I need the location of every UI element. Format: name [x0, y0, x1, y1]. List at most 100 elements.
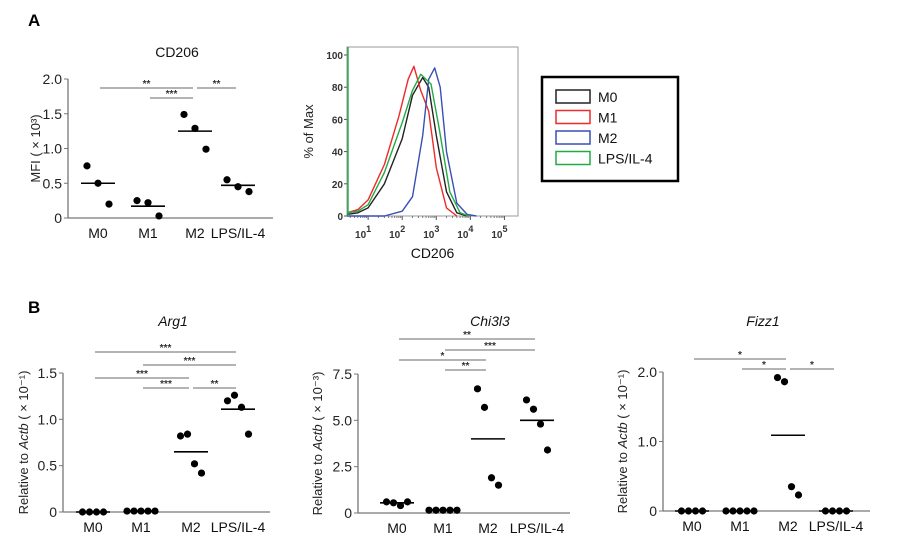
data-point [176, 432, 185, 440]
legend-swatch [555, 89, 591, 104]
panel-label-a: A [28, 11, 40, 30]
y-tick-label: 1.5 [38, 365, 58, 381]
data-point [230, 391, 239, 399]
data-point [244, 430, 253, 438]
data-point [223, 397, 232, 405]
x-tick-label: LPS/IL-4 [211, 225, 266, 241]
x-tick-label: M2 [778, 518, 798, 534]
data-point [773, 373, 782, 382]
significance-label: * [810, 360, 814, 371]
significance-label: ** [462, 361, 470, 372]
data-point [543, 446, 552, 454]
chart-0: CD206 0 0.5 1.0 1.5 2.0 M0 M1 M2 LPS/IL-4 MFI ( × … [28, 44, 273, 241]
histogram-m0 [346, 76, 468, 217]
chart-4: Fizz1 0 1.0 2.0 M0 M1 M2 LPS/IL-4 Relative to Ac… [615, 313, 870, 534]
y-tick-label: 0 [344, 505, 352, 521]
x-tick-label: 102 [389, 224, 405, 241]
x-tick-label: M0 [83, 519, 103, 535]
significance-label: ** [463, 330, 471, 341]
legend-label: LPS/IL-4 [598, 151, 653, 167]
x-tick-label: M2 [185, 225, 205, 241]
data-point [473, 385, 482, 393]
data-point [180, 110, 188, 119]
chart-title: Fizz1 [746, 313, 779, 329]
data-point [197, 469, 206, 477]
y-tick-label: 40 [332, 148, 344, 159]
y-tick-label: 20 [332, 180, 344, 191]
significance-label: ** [213, 79, 221, 90]
y-axis-label: % of Max [301, 104, 316, 159]
x-tick-label: LPS/IL-4 [510, 520, 565, 536]
y-tick-label: 1.0 [43, 141, 63, 157]
y-tick-label: 0.5 [38, 458, 58, 474]
data-point [382, 498, 391, 506]
data-point [396, 501, 405, 510]
data-point [245, 187, 253, 196]
y-axis-label: Relative to Actb ( × 10⁻¹) [615, 370, 630, 514]
panel-label-b: B [28, 298, 40, 317]
y-tick-label: 0 [649, 503, 657, 519]
x-tick-label: 103 [423, 224, 439, 241]
significance-label: * [441, 351, 445, 362]
legend-frame [540, 75, 680, 183]
x-tick-label: LPS/IL-4 [211, 519, 266, 535]
y-tick-label: 1.0 [638, 434, 658, 450]
data-point [83, 162, 91, 170]
histogram-m1 [346, 65, 458, 217]
legend-label: M0 [598, 89, 618, 105]
significance-label: *** [484, 341, 496, 352]
data-point [794, 491, 803, 499]
y-tick-label: 7.5 [333, 366, 353, 382]
y-tick-label: 0 [337, 212, 343, 223]
y-tick-label: 60 [332, 115, 344, 126]
data-point [494, 481, 503, 489]
y-tick-label: 100 [326, 51, 343, 62]
y-tick-label: 0 [49, 504, 57, 520]
significance-label: *** [184, 356, 196, 367]
x-tick-label: M0 [387, 520, 407, 536]
y-tick-label: 2.5 [333, 459, 353, 475]
data-point [480, 403, 489, 411]
y-axis-label: MFI ( × 10³) [28, 114, 43, 182]
significance-label: *** [166, 89, 178, 100]
data-point [780, 378, 789, 386]
chart-3: Chi3l3 0 2.5 5.0 7.5 M0 M1 M2 LPS/IL-4 Relative t… [310, 313, 570, 536]
chart-title: Arg1 [157, 313, 188, 329]
legend-label: M1 [598, 110, 618, 126]
data-point [487, 474, 496, 482]
legend: M0 M1 M2 LPS/IL-4 [540, 75, 680, 183]
significance-label: * [738, 350, 742, 361]
data-point [522, 396, 531, 404]
y-tick-label: 80 [332, 83, 344, 94]
x-tick-label: M2 [478, 520, 498, 536]
data-point [133, 197, 141, 205]
data-point [191, 124, 199, 132]
y-tick-label: 0.5 [43, 175, 63, 191]
data-point [155, 212, 163, 220]
x-tick-label: M1 [131, 519, 151, 535]
x-tick-label: M0 [88, 225, 108, 241]
y-tick-label: 1.0 [38, 411, 58, 427]
y-axis-label: Relative to Actb ( × 10⁻³) [310, 372, 325, 516]
x-tick-label: LPS/IL-4 [809, 518, 864, 534]
x-tick-label: M1 [433, 520, 453, 536]
y-tick-label: 0 [54, 210, 62, 226]
y-tick-label: 2.0 [638, 364, 658, 380]
y-tick-label: 1.5 [43, 106, 63, 122]
legend-label: M2 [598, 130, 618, 146]
data-point [787, 483, 796, 491]
significance-label: *** [160, 379, 172, 390]
chart-1: 0 20 40 60 80 100 101 102 103 104 105 CD206 % of Max… [301, 46, 680, 261]
legend-swatch [555, 150, 591, 166]
y-tick-label: 5.0 [333, 412, 353, 428]
chart-title: CD206 [155, 44, 199, 60]
legend-swatch [555, 130, 591, 145]
significance-label: *** [160, 343, 172, 354]
data-point [144, 199, 152, 207]
data-point [536, 420, 545, 428]
y-axis-label: Relative to Actb ( × 10⁻¹) [16, 371, 31, 515]
x-tick-label: M2 [181, 519, 201, 535]
chart-title: Chi3l3 [470, 313, 510, 329]
x-tick-label: M1 [138, 225, 158, 241]
